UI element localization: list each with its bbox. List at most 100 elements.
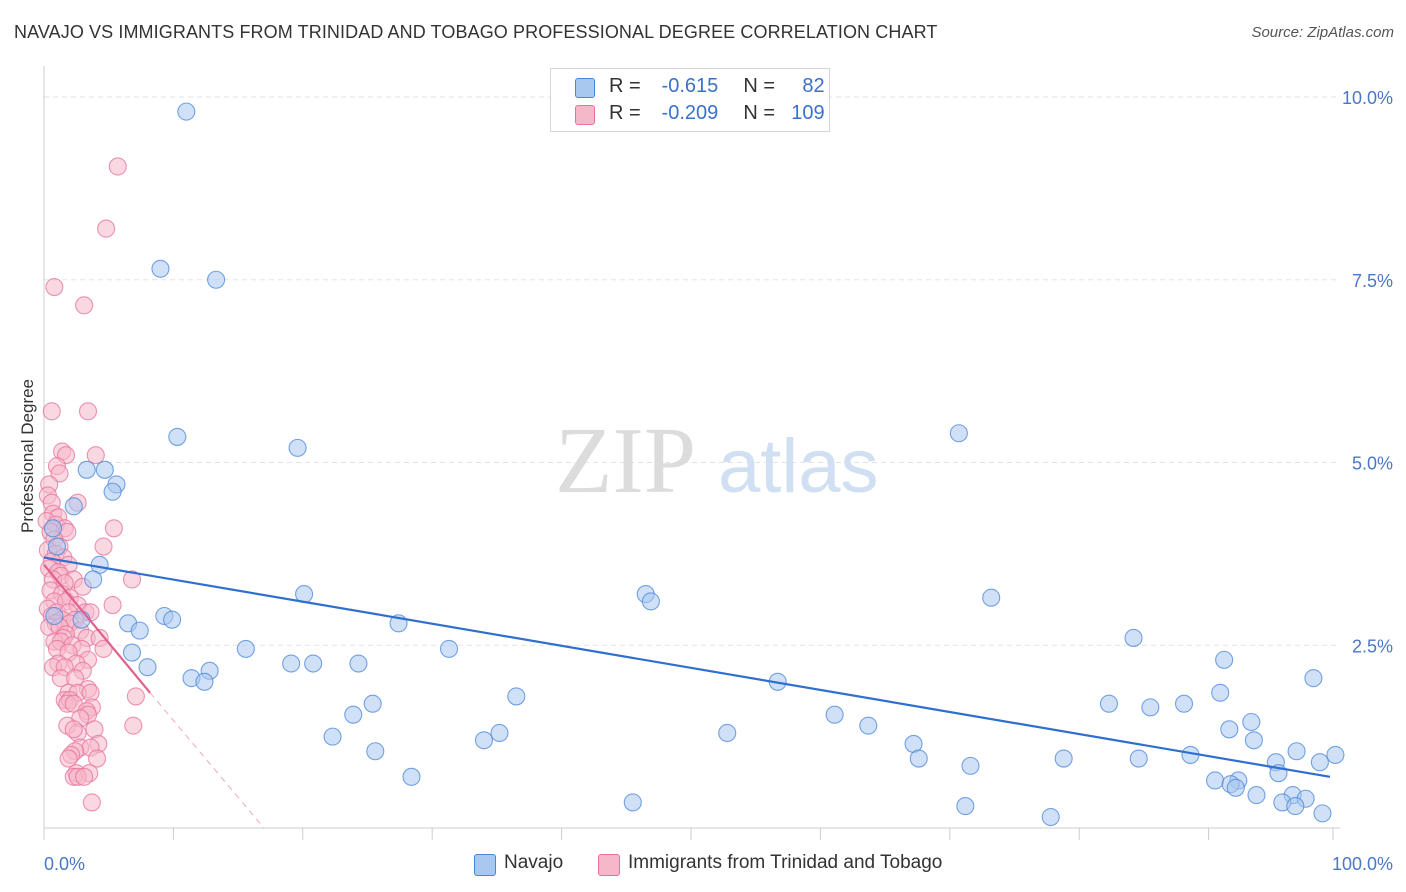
navajo-point	[1286, 797, 1305, 816]
navajo-point	[84, 570, 103, 589]
trinidad-point	[78, 402, 98, 421]
source-label: Source: ZipAtlas.com	[1251, 24, 1394, 41]
legend-label-trinidad: Immigrants from Trinidad and Tobago	[628, 852, 943, 873]
navajo-point	[44, 519, 63, 538]
navajo-point	[236, 639, 255, 658]
legend-r-label: R =	[609, 75, 641, 97]
axes	[43, 66, 1340, 840]
navajo-point	[623, 793, 642, 812]
trinidad-point	[97, 219, 116, 238]
legend-n-value: 109	[791, 102, 825, 124]
trinidad-point	[124, 716, 143, 735]
navajo-point	[122, 643, 142, 662]
legend-swatch-navajo	[575, 78, 595, 98]
navajo-point	[103, 482, 122, 501]
y-axis-title: Professional Degree	[18, 379, 37, 533]
legend-n-label: N =	[743, 75, 776, 97]
legend-n-label: N =	[743, 102, 776, 124]
navajo-trend-line	[43, 556, 1331, 778]
navajo-point	[207, 270, 226, 289]
navajo-point	[718, 723, 737, 743]
navajo-point	[825, 705, 844, 724]
navajo-point	[641, 592, 660, 611]
watermark-atlas: atlas	[718, 424, 879, 509]
trinidad-point	[104, 519, 123, 538]
trinidad-point	[94, 639, 113, 658]
navajo-point	[1244, 731, 1263, 750]
trinidad-trend-line	[43, 564, 151, 694]
navajo-point	[1041, 807, 1060, 827]
navajo-point	[366, 742, 385, 761]
y-tick-label: 2.5%	[1352, 636, 1393, 656]
watermark: ZIP atlas	[555, 409, 879, 513]
navajo-point	[1304, 669, 1323, 688]
trinidad-point	[75, 767, 94, 786]
navajo-point	[1206, 771, 1225, 790]
navajo-point	[163, 610, 182, 629]
navajo-point	[304, 654, 323, 673]
navajo-point	[1326, 745, 1345, 764]
legend-r-value: -0.209	[661, 102, 719, 124]
navajo-point	[474, 731, 494, 750]
stats-legend: R = -0.615 N = 82 R = -0.209 N = 109	[550, 68, 830, 132]
navajo-point	[1287, 742, 1306, 761]
trinidad-point	[45, 278, 64, 297]
legend-swatch-trinidad	[575, 105, 595, 125]
navajo-point	[1220, 720, 1239, 739]
y-tick-label: 5.0%	[1352, 454, 1393, 474]
legend-swatch-trinidad	[598, 854, 620, 876]
navajo-point	[1242, 712, 1261, 732]
watermark-zip: ZIP	[555, 409, 696, 513]
trinidad-trend-extension	[149, 692, 265, 829]
trinidad-point	[82, 793, 101, 812]
navajo-point	[439, 639, 459, 658]
x-tick-label: 0.0%	[44, 854, 85, 874]
x-tick-label: 100.0%	[1332, 854, 1393, 874]
y-tick-label: 7.5%	[1352, 271, 1393, 291]
trinidad-point	[122, 570, 142, 589]
trinidad-point	[64, 720, 83, 739]
navajo-point	[195, 672, 214, 691]
legend-n-value: 82	[802, 75, 825, 97]
navajo-point	[130, 621, 149, 640]
navajo-point	[982, 588, 1001, 607]
navajo-point	[859, 716, 878, 735]
navajo-point	[1099, 694, 1119, 713]
trinidad-point	[94, 537, 113, 556]
navajo-point	[77, 460, 96, 479]
navajo-point	[956, 797, 975, 816]
navajo-point	[1174, 694, 1194, 713]
trinidad-point	[103, 595, 122, 615]
trinidad-point	[108, 157, 127, 176]
navajo-point	[1054, 749, 1073, 768]
navajo-point	[507, 687, 526, 706]
gridlines	[44, 96, 1340, 646]
navajo-point	[95, 460, 114, 479]
trinidad-point	[75, 296, 94, 315]
legend-r-value: -0.615	[661, 75, 719, 97]
trinidad-point	[88, 749, 107, 768]
navajo-point	[1313, 804, 1332, 823]
navajo-point	[282, 654, 301, 673]
series-trinidad-points	[37, 157, 145, 812]
series-navajo-points	[44, 102, 1345, 827]
navajo-point	[45, 606, 64, 626]
y-tick-label: 10.0%	[1342, 88, 1393, 108]
navajo-point	[949, 424, 968, 443]
trinidad-point	[86, 446, 105, 465]
navajo-point	[168, 427, 187, 446]
navajo-point	[349, 654, 368, 673]
navajo-point	[288, 438, 307, 457]
navajo-point	[1226, 778, 1245, 797]
legend-stats-trinidad: R = -0.209 N = 109	[609, 102, 825, 125]
navajo-point	[1124, 628, 1143, 647]
navajo-point	[1129, 749, 1148, 768]
navajo-point	[1247, 786, 1266, 805]
navajo-point	[1310, 753, 1329, 772]
navajo-point	[402, 767, 421, 786]
navajo-point	[1215, 650, 1234, 669]
trinidad-point	[126, 687, 145, 706]
navajo-point	[1141, 698, 1160, 717]
navajo-point	[138, 658, 157, 677]
